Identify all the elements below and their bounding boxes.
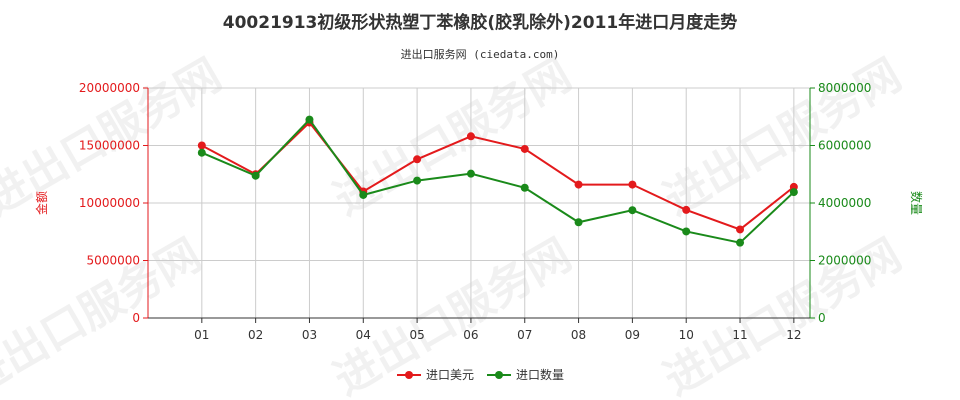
x-tick-label: 07 [517,328,532,342]
left-tick-label: 5000000 [87,254,140,268]
legend-label-quantity: 进口数量 [516,367,564,382]
series-line-quantity [201,118,795,244]
data-point-value [682,205,691,214]
data-point-quantity [574,218,583,227]
chart-title: 40021913初级形状热塑丁苯橡胶(胶乳除外)2011年进口月度走势 [222,13,738,33]
data-point-quantity [413,176,422,185]
y-axis-label-right: 数量 [909,191,924,215]
data-point-value [628,180,637,189]
left-tick-label: 20000000 [79,81,140,95]
chart-subtitle: 进出口服务网 (ciedata.com) [400,48,560,61]
legend-label-value: 进口美元 [426,368,474,382]
y-axis-label-left: 金额 [34,191,49,215]
x-tick-label: 06 [463,328,478,342]
right-tick-label: 8000000 [818,81,871,95]
grid-layer [148,87,810,319]
data-point-value [466,132,475,141]
x-tick-label: 03 [302,328,317,342]
x-tick-label: 08 [571,328,586,342]
data-point-quantity [628,206,637,215]
data-point-value [520,144,529,153]
data-point-quantity [736,238,745,247]
right-tick-label: 0 [818,311,826,325]
data-point-quantity [466,169,475,178]
right-tick-label: 4000000 [818,196,871,210]
legend-marker-quantity [495,371,503,379]
x-tick-label: 11 [732,328,747,342]
data-point-value [413,155,422,164]
data-point-quantity [197,148,206,157]
data-point-quantity [682,227,691,236]
data-point-quantity [520,183,529,192]
x-tick-label: 10 [679,328,694,342]
x-tick-label: 04 [356,328,371,342]
data-point-quantity [251,171,260,180]
x-tick-label: 09 [625,328,640,342]
watermark-text: 进出口服务网 [656,49,910,225]
data-point-value [197,141,206,150]
right-tick-label: 2000000 [818,254,871,268]
left-tick-label: 10000000 [79,196,140,210]
legend-marker-value [405,371,413,379]
data-point-value [736,225,745,234]
tick-layer: 0 5000000 10000000 15000000 20000000 0 2000000… [79,81,872,342]
x-tick-label: 02 [248,328,263,342]
left-tick-label: 0 [132,311,140,325]
data-point-quantity [789,188,798,197]
x-tick-label: 01 [194,328,209,342]
watermark-text: 进出口服务网 [656,229,910,400]
series-line-value [201,121,795,231]
x-tick-label: 12 [786,328,801,342]
data-point-quantity [359,190,368,199]
series-layer [197,115,798,247]
x-tick-label: 05 [409,328,424,342]
right-tick-label: 6000000 [818,139,871,153]
data-point-value [574,180,583,189]
left-tick-label: 15000000 [79,139,140,153]
legend: 进口美元 进口数量 [397,367,564,382]
data-point-quantity [305,115,314,124]
